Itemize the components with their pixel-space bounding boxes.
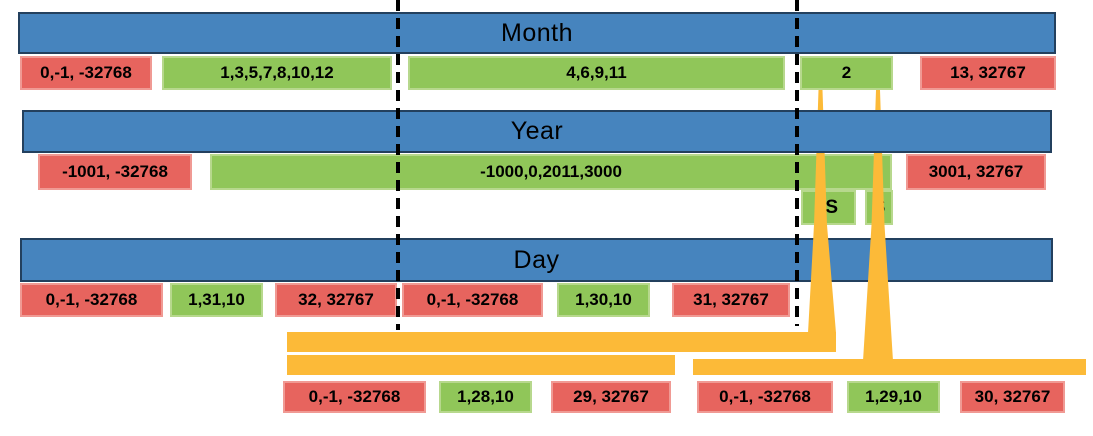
month-bar-title: Month bbox=[501, 18, 573, 47]
leap-day-range-bar bbox=[693, 359, 1086, 375]
month-class-30day-months: 4,6,9,11 bbox=[408, 56, 785, 90]
nonleap-day-range-bar bbox=[287, 355, 675, 375]
class-label: 29, 32767 bbox=[573, 387, 649, 406]
class-label: 1,31,10 bbox=[188, 290, 245, 309]
class-label: -1000,0,2011,3000 bbox=[480, 162, 622, 181]
class-label: 0,-1, -32768 bbox=[308, 387, 401, 406]
month-class-invalid-low: 0,-1, -32768 bbox=[20, 56, 152, 90]
class-label: 0,-1, -32768 bbox=[426, 290, 519, 309]
feb29-class-valid: 1,29,10 bbox=[847, 381, 940, 413]
class-label: 2 bbox=[841, 63, 852, 82]
class-label: -1001, -32768 bbox=[62, 162, 168, 181]
year-class-valid: -1000,0,2011,3000 bbox=[210, 154, 892, 190]
class-label: 0,-1, -32768 bbox=[45, 290, 138, 309]
class-label: 0,-1, -32768 bbox=[40, 63, 132, 82]
day30-class-invalid-high: 31, 32767 bbox=[672, 283, 790, 317]
feb28-class-invalid-low: 0,-1, -32768 bbox=[283, 381, 426, 413]
class-label: 1,29,10 bbox=[865, 387, 922, 406]
month-class-31day-months: 1,3,5,7,8,10,12 bbox=[162, 56, 392, 90]
class-label: 1,28,10 bbox=[457, 387, 514, 406]
separator-line-left bbox=[396, 0, 400, 330]
day31-class-invalid-low: 0,-1, -32768 bbox=[20, 283, 163, 317]
leap-flow-funnel bbox=[863, 90, 893, 361]
feb28-class-invalid-high: 29, 32767 bbox=[551, 381, 671, 413]
separator-line-right bbox=[795, 0, 799, 326]
day30-class-valid: 1,30,10 bbox=[557, 283, 650, 317]
class-label: 3001, 32767 bbox=[928, 162, 1024, 181]
class-label: 13, 32767 bbox=[950, 63, 1026, 82]
feb29-class-invalid-low: 0,-1, -32768 bbox=[697, 381, 833, 413]
class-label: 4,6,9,11 bbox=[566, 63, 627, 82]
class-label: 0,-1, -32768 bbox=[719, 387, 811, 406]
class-label: 32, 32767 bbox=[298, 290, 374, 309]
day30-class-invalid-low: 0,-1, -32768 bbox=[402, 283, 543, 317]
class-label: 30, 32767 bbox=[974, 387, 1051, 406]
class-label: 1,30,10 bbox=[575, 290, 632, 309]
nonleap-flow-connector-bar bbox=[287, 332, 836, 352]
year-bar: Year bbox=[22, 110, 1052, 153]
day-bar-title: Day bbox=[513, 245, 560, 274]
year-class-invalid-low: -1001, -32768 bbox=[38, 154, 192, 190]
year-bar-title: Year bbox=[510, 117, 564, 145]
nonleap-flow-funnel bbox=[808, 90, 836, 333]
year-class-invalid-high: 3001, 32767 bbox=[906, 154, 1046, 190]
month-class-invalid-high: 13, 32767 bbox=[920, 56, 1056, 90]
day31-class-valid: 1,31,10 bbox=[170, 283, 263, 317]
feb28-class-valid: 1,28,10 bbox=[439, 381, 532, 413]
class-label: 1,3,5,7,8,10,12 bbox=[220, 63, 334, 82]
class-label: 31, 32767 bbox=[693, 290, 769, 309]
feb29-class-invalid-high: 30, 32767 bbox=[960, 381, 1065, 413]
month-bar: Month bbox=[18, 12, 1056, 54]
month-class-february: 2 bbox=[800, 56, 893, 90]
